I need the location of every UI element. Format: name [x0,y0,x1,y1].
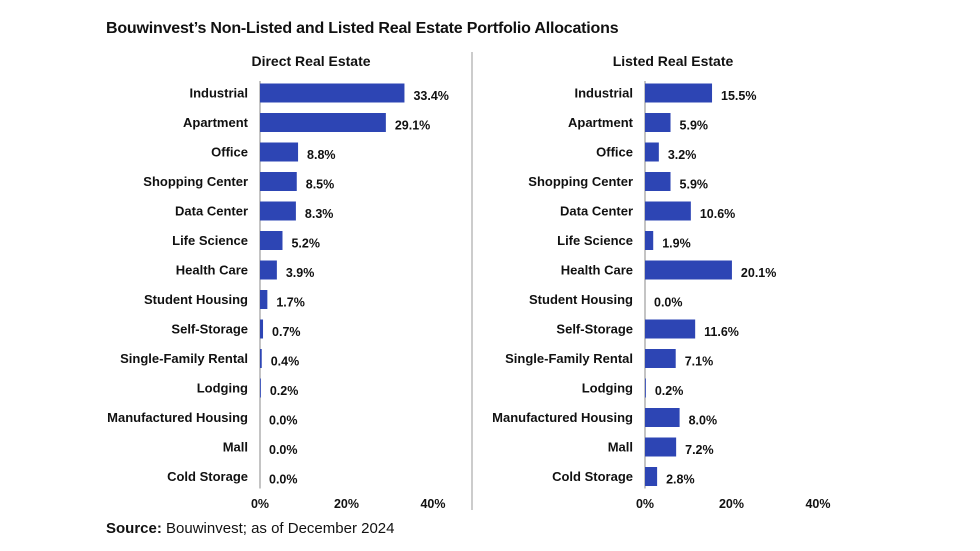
category-label: Data Center [175,204,248,219]
value-label: 0.4% [271,355,300,369]
category-label: Self-Storage [556,322,633,337]
value-label: 5.2% [291,237,320,251]
category-label: Apartment [568,115,634,130]
value-label: 1.7% [276,296,305,310]
value-label: 20.1% [741,266,776,280]
value-label: 15.5% [721,89,756,103]
value-label: 8.8% [307,148,336,162]
value-label: 0.0% [269,473,298,487]
value-label: 3.9% [286,266,315,280]
category-label: Life Science [172,233,248,248]
value-label: 8.3% [305,207,334,221]
category-label: Shopping Center [528,174,633,189]
x-tick-label: 40% [420,497,445,511]
category-label: Student Housing [529,292,633,307]
category-label: Shopping Center [143,174,248,189]
value-label: 8.0% [689,414,718,428]
bar [260,378,261,398]
bar [260,142,299,162]
bar [260,319,264,339]
x-tick-label: 40% [805,497,830,511]
value-label: 7.1% [685,355,714,369]
value-label: 33.4% [413,89,448,103]
value-label: 29.1% [395,119,430,133]
bar [645,260,732,280]
value-label: 1.9% [662,237,691,251]
category-label: Single-Family Rental [120,351,248,366]
source-label: Source: [106,520,162,537]
value-label: 10.6% [700,207,735,221]
source-note: Source: Bouwinvest; as of December 2024 [106,520,395,537]
category-label: Apartment [183,115,249,130]
value-label: 0.2% [270,384,299,398]
value-label: 0.2% [655,384,684,398]
category-label: Single-Family Rental [505,351,633,366]
value-label: 5.9% [680,178,709,192]
category-label: Office [596,145,633,160]
x-tick-label: 0% [636,497,654,511]
category-label: Manufactured Housing [492,410,633,425]
bar [260,231,283,250]
bar [260,260,277,280]
value-label: 2.8% [666,473,695,487]
value-label: 5.9% [680,119,709,133]
category-label: Industrial [189,86,248,101]
source-text: Bouwinvest; as of December 2024 [166,520,395,537]
category-label: Data Center [560,204,633,219]
value-label: 0.7% [272,325,301,339]
category-label: Health Care [561,263,633,278]
value-label: 7.2% [685,443,714,457]
bar [645,319,696,339]
category-label: Cold Storage [552,469,633,484]
value-label: 0.0% [269,414,298,428]
bar [645,349,676,368]
bar [645,378,646,398]
bar [645,201,691,221]
panel-title: Listed Real Estate [613,53,734,69]
bar [645,83,713,103]
value-label: 3.2% [668,148,697,162]
category-label: Office [211,145,248,160]
bar [645,113,671,132]
value-label: 0.0% [654,296,683,310]
category-label: Manufactured Housing [107,410,248,425]
category-label: Lodging [582,381,633,396]
bar [260,201,296,221]
bar [645,231,654,250]
category-label: Mall [223,440,248,455]
chart-title: Bouwinvest’s Non-Listed and Listed Real … [106,20,619,37]
category-label: Cold Storage [167,469,248,484]
x-tick-label: 20% [719,497,744,511]
category-label: Industrial [574,86,633,101]
bar [260,349,262,368]
category-label: Student Housing [144,292,248,307]
bar [645,467,658,486]
bar [645,142,659,162]
x-tick-label: 0% [251,497,269,511]
category-label: Self-Storage [171,322,248,337]
x-tick-label: 20% [334,497,359,511]
category-label: Mall [608,440,633,455]
category-label: Lodging [197,381,248,396]
category-label: Life Science [557,233,633,248]
bar [645,437,677,457]
value-label: 11.6% [704,325,739,339]
bar [645,172,671,191]
bar [260,172,297,191]
bar [260,113,386,132]
panel-title: Direct Real Estate [251,53,370,69]
category-label: Health Care [176,263,248,278]
bar [260,290,268,309]
bar [260,83,405,103]
value-label: 0.0% [269,443,298,457]
value-label: 8.5% [306,178,335,192]
bar [645,408,680,427]
